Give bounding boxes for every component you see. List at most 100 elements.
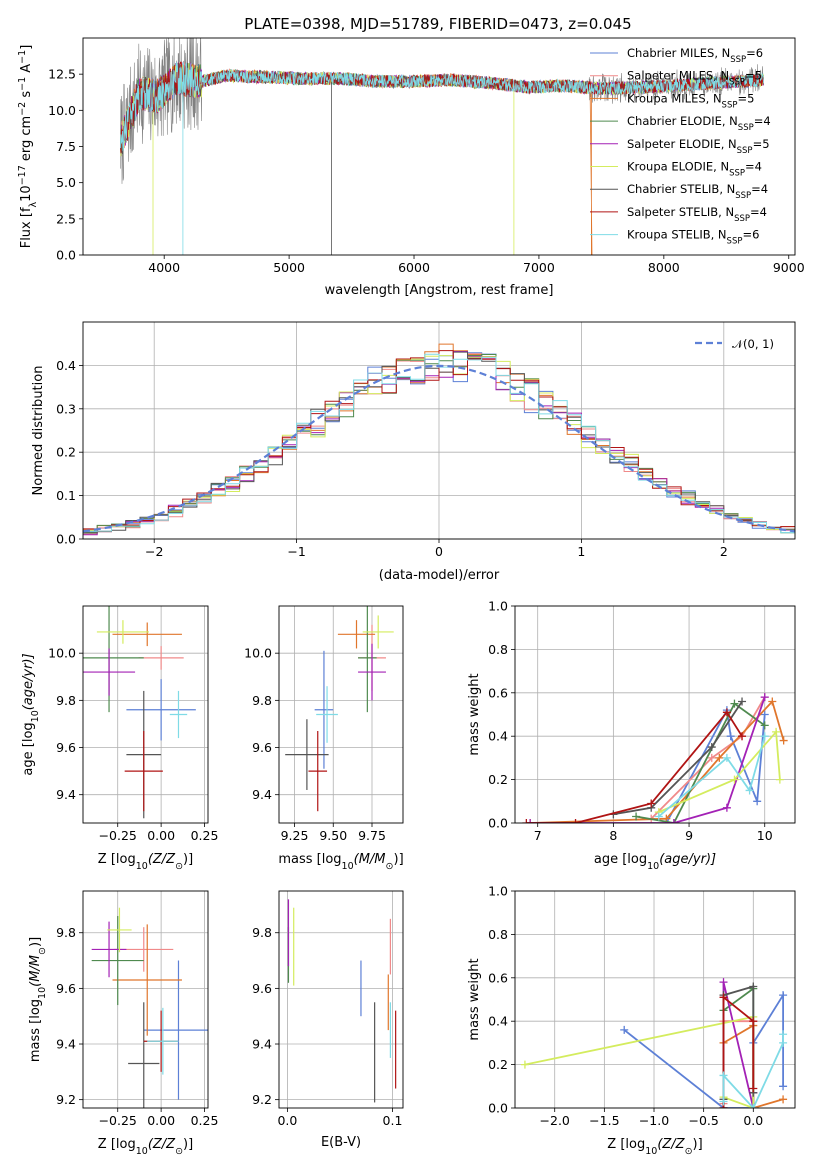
y-tick-label: 0.0	[56, 248, 76, 263]
y-tick-label: 0.6	[488, 970, 508, 985]
y-axis-label: age [log10(age/yr)]	[21, 653, 41, 775]
y-tick-label: 9.6	[56, 981, 76, 996]
errorbar-salpeter-stelib	[124, 731, 163, 812]
y-axis-label: Normed distribution	[31, 366, 46, 496]
x-tick-label: 10	[757, 828, 773, 843]
x-tick-label: 8000	[648, 260, 680, 275]
weight-lines	[522, 693, 788, 823]
axes-frame	[278, 605, 404, 824]
y-tick-label: 9.6	[56, 740, 76, 755]
weight-marker-kroupa-stelib	[654, 812, 663, 821]
weight-marker-kroupa-elodie	[772, 727, 781, 736]
errorbar-kroupa-stelib	[169, 690, 188, 739]
x-axis-label: Z [log10(Z/Z⊙)]	[607, 1137, 702, 1157]
weight-marker-chabrier-miles	[779, 1082, 788, 1091]
axes-frame	[514, 890, 796, 1109]
x-tick-label: 0.1	[383, 1113, 403, 1128]
axes-frame	[82, 321, 796, 540]
y-tick-label: 0.3	[56, 401, 76, 416]
weight-marker-salpeter-elodie	[760, 693, 769, 702]
y-tick-label: 7.5	[56, 139, 76, 154]
x-tick-label: 9.50	[319, 828, 347, 843]
legend-label-salpeter-miles: Salpeter MILES, NSSP=5	[627, 69, 762, 88]
errorbar-salpeter-stelib	[308, 731, 328, 812]
y-axis-label: mass weight	[467, 958, 482, 1040]
weight-line-kroupa-miles	[530, 699, 785, 823]
weight-marker-kroupa-elodie	[520, 1060, 529, 1069]
y-tick-label: 0.8	[488, 927, 508, 942]
weight-marker-kroupa-miles	[779, 736, 788, 745]
weight-marker-kroupa-stelib	[719, 1097, 728, 1106]
mass-weight-vs-age-panel: 7 8 9 10 0.0 0.2 0.4 0.6 0.8 1.0 mass weight age [l…	[467, 599, 796, 872]
y-tick-label: 9.2	[252, 1092, 272, 1107]
y-tick-label: 0.4	[56, 358, 76, 373]
weight-line-salpeter-stelib	[722, 995, 755, 1108]
weight-marker-chabrier-miles	[620, 1025, 629, 1034]
x-tick-label: −2	[145, 544, 163, 559]
weight-lines	[520, 978, 788, 1108]
weight-marker-salpeter-elodie	[722, 803, 731, 812]
legend-label-normal: 𝒩(0, 1)	[732, 337, 774, 351]
y-tick-label: 0.0	[488, 816, 508, 831]
x-axis-label: Z [log10(Z/Z⊙)]	[98, 852, 193, 872]
y-tick-label: 9.8	[252, 693, 272, 708]
weight-marker-salpeter-elodie	[526, 819, 535, 823]
y-tick-label: 1.0	[488, 884, 508, 899]
x-tick-label: −0.25	[99, 1113, 137, 1128]
errorbars	[91, 907, 208, 1108]
weight-marker-salpeter-stelib	[571, 819, 580, 823]
histogram-kroupa-stelib	[83, 353, 795, 539]
errorbars	[285, 606, 394, 812]
x-tick-label: 4000	[148, 260, 180, 275]
legend-label-chabrier-stelib: Chabrier STELIB, NSSP=4	[627, 182, 768, 201]
x-tick-label: 0.00	[147, 1113, 175, 1128]
residuals-panel: −2 −1 0 1 2 0.0 0.1 0.2 0.3 0.4 (data-model)/error…	[31, 321, 796, 583]
weight-line-kroupa-stelib	[658, 735, 766, 818]
mass-vs-ebv-panel: 0.0 0.1 9.2 9.4 9.6 9.8 E(B-V)	[252, 890, 404, 1150]
y-tick-label: 0.2	[56, 445, 76, 460]
x-axis-label: Z [log10(Z/Z⊙)]	[98, 1137, 193, 1157]
y-tick-label: 0.4	[488, 1014, 508, 1029]
y-tick-label: 9.2	[56, 1092, 76, 1107]
spectrum-lines	[120, 38, 764, 255]
errorbar-kroupa-stelib	[316, 686, 338, 743]
weight-marker-salpeter-stelib	[522, 819, 531, 823]
x-axis-label: wavelength [Angstrom, rest frame]	[325, 283, 554, 298]
weight-marker-salpeter-stelib	[722, 708, 731, 717]
y-tick-label: 10.0	[48, 646, 76, 661]
mass-weight-vs-z-panel: −2.0 −1.5 −1.0 −0.5 0.0 0.0 0.2 0.4 0.6 0.8 1.0 mas…	[467, 884, 796, 1157]
weight-marker-chabrier-elodie	[760, 721, 769, 730]
weight-marker-kroupa-stelib	[745, 786, 754, 795]
weight-marker-salpeter-stelib	[738, 732, 747, 741]
errorbar-chabrier-miles	[143, 960, 208, 1100]
weight-marker-kroupa-miles	[768, 697, 777, 706]
legend-label-kroupa-elodie: Kroupa ELODIE, NSSP=4	[627, 160, 762, 179]
y-tick-label: 9.4	[252, 1037, 272, 1052]
y-tick-label: 10.0	[244, 646, 272, 661]
y-tick-label: 10.0	[48, 103, 76, 118]
x-tick-label: 9000	[773, 260, 805, 275]
axes-frame	[278, 890, 404, 1109]
model-spectrum-kroupa-stelib	[120, 61, 764, 255]
weight-marker-kroupa-stelib	[760, 732, 769, 741]
weight-marker-chabrier-miles	[726, 732, 735, 741]
weight-marker-salpeter-stelib	[749, 1084, 758, 1093]
x-tick-label: 0	[435, 544, 443, 559]
x-tick-label: −1	[287, 544, 305, 559]
weight-marker-salpeter-stelib	[647, 799, 656, 808]
mass-vs-z-panel: −0.25 0.00 0.25 9.2 9.4 9.6 9.8 Z [log10(Z/Z⊙)]…	[28, 890, 218, 1157]
errorbar-chabrier-miles	[126, 679, 196, 741]
errorbar-kroupa-miles	[112, 924, 182, 1036]
errorbars	[287, 899, 397, 1103]
x-tick-label: 7000	[523, 260, 555, 275]
age-vs-mass-panel: 9.25 9.50 9.75 9.4 9.6 9.8 10.0 mass [log10(M/M…	[244, 605, 404, 872]
weight-marker-salpeter-elodie	[669, 819, 678, 823]
weight-marker-kroupa-stelib	[779, 1030, 788, 1039]
weight-marker-kroupa-elodie	[775, 775, 784, 784]
errorbar-kroupa-elodie	[96, 620, 149, 644]
weight-marker-salpeter-stelib	[719, 993, 728, 1002]
errorbar-chabrier-stelib	[285, 719, 329, 790]
weight-marker-chabrier-miles	[753, 797, 762, 806]
weight-marker-kroupa-stelib	[722, 753, 731, 762]
y-axis-label: mass [log10(M/M⊙)]	[28, 937, 48, 1062]
